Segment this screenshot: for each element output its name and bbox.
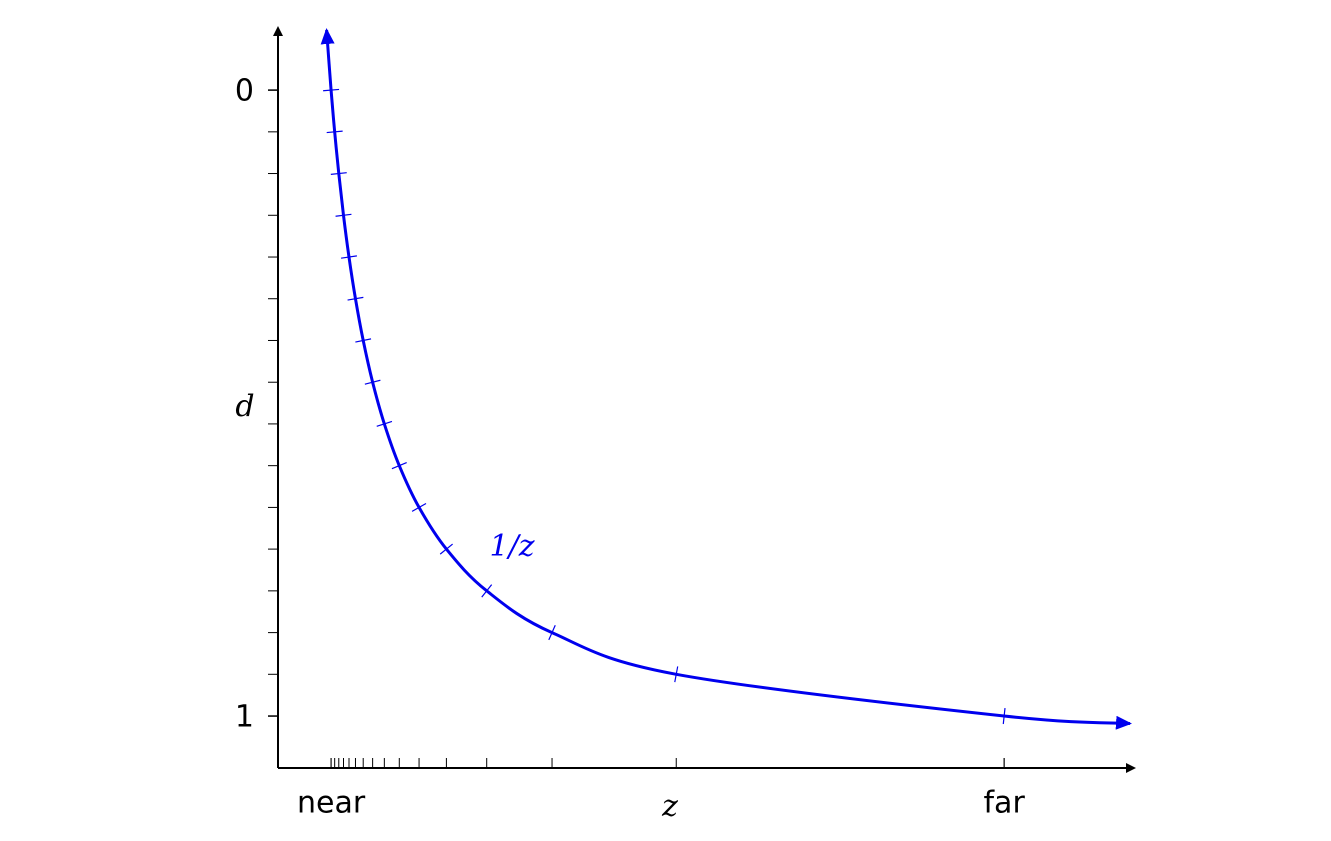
curve-tick <box>1002 708 1006 725</box>
curve-tick <box>323 88 340 92</box>
curve-tick <box>411 502 427 512</box>
curve-tick <box>364 379 381 385</box>
curve-tick <box>376 420 393 427</box>
x-axis-label: z <box>661 789 678 824</box>
curve-tick <box>347 296 364 301</box>
x-tick-label: far <box>984 786 1026 821</box>
curve-tick <box>355 338 372 343</box>
curve-tick <box>674 666 679 683</box>
curve-tick <box>439 543 453 555</box>
y-axis-label: d <box>235 389 254 424</box>
curve <box>320 28 1132 730</box>
x-tick-label: near <box>297 786 366 821</box>
curve-tick <box>326 130 343 134</box>
curve-tick <box>340 255 357 259</box>
curve-tick <box>548 625 556 641</box>
y-tick-label: 0 <box>235 74 254 109</box>
series-label: 1/z <box>490 529 535 564</box>
curve-tick <box>330 172 347 175</box>
curve-tick <box>391 462 407 470</box>
curve-tick <box>335 213 352 217</box>
y-tick-label: 1 <box>235 700 254 735</box>
curve-tick <box>481 584 493 598</box>
